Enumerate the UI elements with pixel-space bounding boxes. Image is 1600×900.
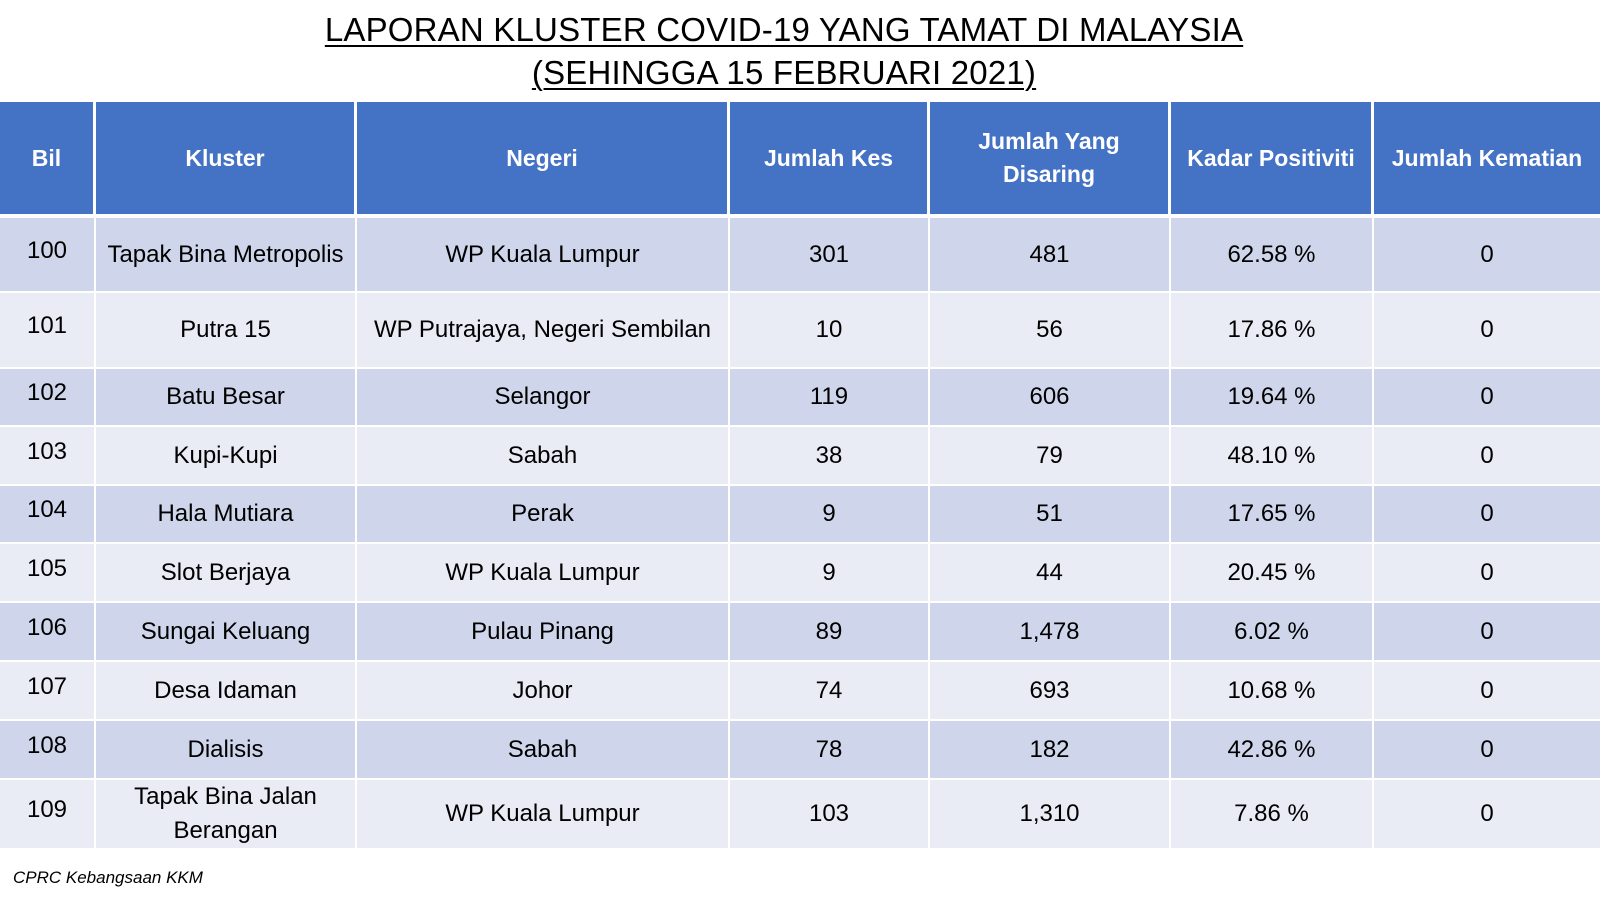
cell-negeri: Selangor	[357, 369, 730, 427]
cell-jumlah-kematian: 0	[1374, 486, 1600, 544]
cell-kluster: Putra 15	[96, 293, 357, 369]
title-line-2: (SEHINGGA 15 FEBRUARI 2021)	[531, 54, 1037, 91]
cell-jumlah-kematian: 0	[1374, 721, 1600, 780]
cell-kluster: Batu Besar	[96, 369, 357, 427]
cell-kadar-positiviti: 62.58 %	[1171, 218, 1374, 293]
cell-jumlah-disaring: 79	[930, 427, 1171, 486]
cell-bil: 101	[0, 293, 96, 369]
cell-jumlah-kematian: 0	[1374, 218, 1600, 293]
cell-kadar-positiviti: 48.10 %	[1171, 427, 1374, 486]
cell-jumlah-disaring: 182	[930, 721, 1171, 780]
cell-bil: 106	[0, 603, 96, 662]
cell-jumlah-disaring: 606	[930, 369, 1171, 427]
table-row: 100 Tapak Bina Metropolis WP Kuala Lumpu…	[0, 218, 1600, 293]
cell-kadar-positiviti: 19.64 %	[1171, 369, 1374, 427]
cell-jumlah-kes: 103	[730, 780, 930, 850]
table-row: 103 Kupi-Kupi Sabah 38 79 48.10 % 0	[0, 427, 1600, 486]
cell-kadar-positiviti: 6.02 %	[1171, 603, 1374, 662]
cell-bil: 109	[0, 780, 96, 850]
title-line-1: LAPORAN KLUSTER COVID-19 YANG TAMAT DI M…	[324, 11, 1244, 48]
cell-jumlah-kematian: 0	[1374, 369, 1600, 427]
cell-jumlah-kes: 119	[730, 369, 930, 427]
cell-bil: 102	[0, 369, 96, 427]
cell-negeri: WP Kuala Lumpur	[357, 544, 730, 603]
cell-jumlah-kes: 301	[730, 218, 930, 293]
cell-jumlah-disaring: 56	[930, 293, 1171, 369]
cell-negeri: Sabah	[357, 427, 730, 486]
cell-jumlah-disaring: 1,310	[930, 780, 1171, 850]
cell-kluster: Tapak Bina Metropolis	[96, 218, 357, 293]
header-jumlah-disaring: Jumlah Yang Disaring	[930, 102, 1171, 218]
table-row: 102 Batu Besar Selangor 119 606 19.64 % …	[0, 369, 1600, 427]
cell-negeri: WP Kuala Lumpur	[357, 218, 730, 293]
header-kadar-positiviti: Kadar Positiviti	[1171, 102, 1374, 218]
cell-jumlah-kematian: 0	[1374, 603, 1600, 662]
cell-jumlah-kematian: 0	[1374, 662, 1600, 721]
cell-kluster: Sungai Keluang	[96, 603, 357, 662]
table-row: 105 Slot Berjaya WP Kuala Lumpur 9 44 20…	[0, 544, 1600, 603]
cell-jumlah-disaring: 481	[930, 218, 1171, 293]
report-title: LAPORAN KLUSTER COVID-19 YANG TAMAT DI M…	[0, 8, 1568, 94]
cell-bil: 103	[0, 427, 96, 486]
cell-kluster: Desa Idaman	[96, 662, 357, 721]
header-kluster: Kluster	[96, 102, 357, 218]
cell-negeri: WP Kuala Lumpur	[357, 780, 730, 850]
cell-bil: 100	[0, 218, 96, 293]
cell-jumlah-disaring: 51	[930, 486, 1171, 544]
cell-jumlah-kematian: 0	[1374, 780, 1600, 850]
cell-kadar-positiviti: 42.86 %	[1171, 721, 1374, 780]
cell-negeri: Sabah	[357, 721, 730, 780]
cell-jumlah-disaring: 44	[930, 544, 1171, 603]
table-row: 107 Desa Idaman Johor 74 693 10.68 % 0	[0, 662, 1600, 721]
cell-bil: 105	[0, 544, 96, 603]
cell-negeri: Perak	[357, 486, 730, 544]
source-note: CPRC Kebangsaan KKM	[13, 868, 203, 887]
cell-jumlah-kes: 38	[730, 427, 930, 486]
cell-jumlah-kes: 74	[730, 662, 930, 721]
cell-jumlah-disaring: 1,478	[930, 603, 1171, 662]
table-row: 108 Dialisis Sabah 78 182 42.86 % 0	[0, 721, 1600, 780]
cell-jumlah-kes: 10	[730, 293, 930, 369]
table-header-row: Bil Kluster Negeri Jumlah Kes Jumlah Yan…	[0, 102, 1600, 218]
header-jumlah-kes: Jumlah Kes	[730, 102, 930, 218]
cell-jumlah-kematian: 0	[1374, 427, 1600, 486]
header-jumlah-kematian: Jumlah Kematian	[1374, 102, 1600, 218]
header-negeri: Negeri	[357, 102, 730, 218]
cell-kadar-positiviti: 17.65 %	[1171, 486, 1374, 544]
cell-jumlah-kes: 89	[730, 603, 930, 662]
cell-kluster: Slot Berjaya	[96, 544, 357, 603]
cell-negeri: Johor	[357, 662, 730, 721]
table-row: 109 Tapak Bina Jalan Berangan WP Kuala L…	[0, 780, 1600, 850]
table-row: 101 Putra 15 WP Putrajaya, Negeri Sembil…	[0, 293, 1600, 369]
cell-jumlah-kes: 78	[730, 721, 930, 780]
table-row: 106 Sungai Keluang Pulau Pinang 89 1,478…	[0, 603, 1600, 662]
cell-jumlah-kematian: 0	[1374, 293, 1600, 369]
cell-jumlah-kematian: 0	[1374, 544, 1600, 603]
cell-bil: 104	[0, 486, 96, 544]
cell-jumlah-kes: 9	[730, 544, 930, 603]
table-row: 104 Hala Mutiara Perak 9 51 17.65 % 0	[0, 486, 1600, 544]
cell-jumlah-disaring: 693	[930, 662, 1171, 721]
cell-kadar-positiviti: 17.86 %	[1171, 293, 1374, 369]
cluster-table: Bil Kluster Negeri Jumlah Kes Jumlah Yan…	[0, 102, 1600, 850]
cell-kluster: Dialisis	[96, 721, 357, 780]
cell-bil: 107	[0, 662, 96, 721]
cell-negeri: Pulau Pinang	[357, 603, 730, 662]
cell-kluster: Kupi-Kupi	[96, 427, 357, 486]
cell-bil: 108	[0, 721, 96, 780]
cell-kluster: Hala Mutiara	[96, 486, 357, 544]
cell-jumlah-kes: 9	[730, 486, 930, 544]
cell-negeri: WP Putrajaya, Negeri Sembilan	[357, 293, 730, 369]
cell-kadar-positiviti: 7.86 %	[1171, 780, 1374, 850]
header-bil: Bil	[0, 102, 96, 218]
cell-kluster: Tapak Bina Jalan Berangan	[96, 780, 357, 850]
cell-kadar-positiviti: 20.45 %	[1171, 544, 1374, 603]
cell-kadar-positiviti: 10.68 %	[1171, 662, 1374, 721]
